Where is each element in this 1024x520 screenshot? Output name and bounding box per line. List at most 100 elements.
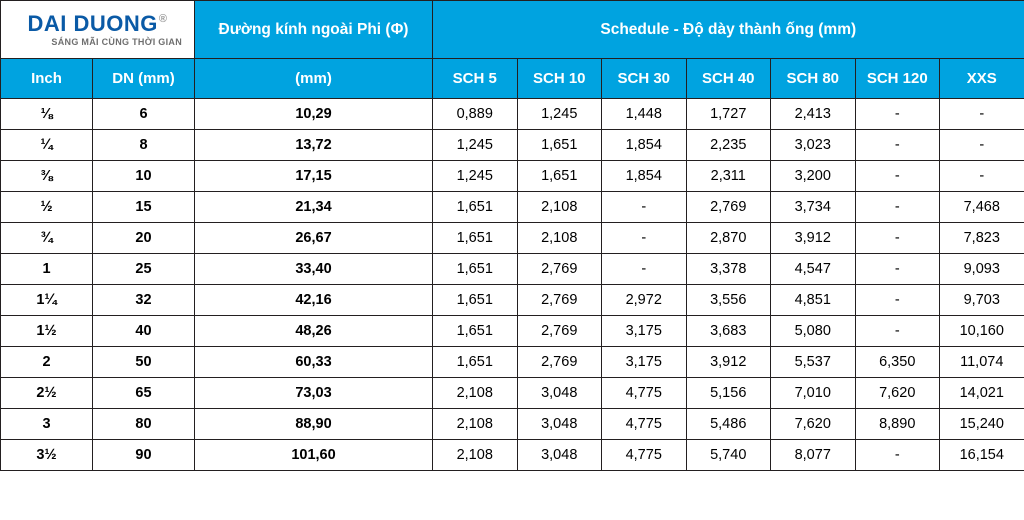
cell-xxs: -	[940, 130, 1024, 161]
cell-inch: 2	[1, 347, 93, 378]
cell-dn: 80	[93, 409, 195, 440]
cell-sch120: 7,620	[855, 378, 940, 409]
cell-sch120: -	[855, 161, 940, 192]
cell-sch120: -	[855, 285, 940, 316]
cell-dn: 32	[93, 285, 195, 316]
cell-dn: 40	[93, 316, 195, 347]
cell-sch40: 2,235	[686, 130, 771, 161]
cell-dn: 20	[93, 223, 195, 254]
cell-inch: ⅜	[1, 161, 93, 192]
cell-xxs: 11,074	[940, 347, 1024, 378]
brand-tagline: SÁNG MÃI CÙNG THỜI GIAN	[5, 37, 190, 47]
cell-dn: 65	[93, 378, 195, 409]
cell-sch30: -	[602, 254, 687, 285]
cell-sch80: 3,200	[771, 161, 856, 192]
cell-sch10: 1,651	[517, 130, 602, 161]
cell-sch120: -	[855, 254, 940, 285]
col-inch: Inch	[1, 59, 93, 99]
cell-sch80: 4,547	[771, 254, 856, 285]
cell-sch10: 2,108	[517, 192, 602, 223]
cell-phi: 88,90	[195, 409, 433, 440]
cell-dn: 25	[93, 254, 195, 285]
brand-registered-icon: ®	[159, 13, 168, 25]
table-row: 3½90101,602,1083,0484,7755,7408,077-16,1…	[1, 440, 1024, 471]
cell-sch120: 8,890	[855, 409, 940, 440]
cell-inch: 1¼	[1, 285, 93, 316]
cell-sch40: 1,727	[686, 99, 771, 130]
cell-inch: 1½	[1, 316, 93, 347]
cell-dn: 90	[93, 440, 195, 471]
cell-sch40: 2,311	[686, 161, 771, 192]
cell-sch120: -	[855, 223, 940, 254]
cell-sch120: -	[855, 316, 940, 347]
cell-sch80: 5,080	[771, 316, 856, 347]
cell-sch80: 3,912	[771, 223, 856, 254]
col-phi: (mm)	[195, 59, 433, 99]
cell-phi: 17,15	[195, 161, 433, 192]
cell-sch10: 2,769	[517, 347, 602, 378]
cell-sch30: 4,775	[602, 409, 687, 440]
cell-sch40: 3,912	[686, 347, 771, 378]
cell-phi: 42,16	[195, 285, 433, 316]
cell-xxs: -	[940, 161, 1024, 192]
cell-sch30: 4,775	[602, 440, 687, 471]
cell-sch5: 1,651	[433, 285, 518, 316]
cell-inch: 2½	[1, 378, 93, 409]
header-group-phi: Đường kính ngoài Phi (Φ)	[195, 1, 433, 59]
table-row: ⅛610,290,8891,2451,4481,7272,413--	[1, 99, 1024, 130]
cell-sch10: 3,048	[517, 440, 602, 471]
cell-sch40: 3,683	[686, 316, 771, 347]
cell-phi: 26,67	[195, 223, 433, 254]
table-body: ⅛610,290,8891,2451,4481,7272,413--¼813,7…	[1, 99, 1024, 471]
cell-sch120: 6,350	[855, 347, 940, 378]
cell-sch30: 1,448	[602, 99, 687, 130]
cell-sch30: -	[602, 192, 687, 223]
col-sch120: SCH 120	[855, 59, 940, 99]
cell-sch5: 1,651	[433, 347, 518, 378]
table-row: 38088,902,1083,0484,7755,4867,6208,89015…	[1, 409, 1024, 440]
cell-xxs: 14,021	[940, 378, 1024, 409]
cell-dn: 15	[93, 192, 195, 223]
cell-sch30: 1,854	[602, 130, 687, 161]
cell-sch5: 2,108	[433, 440, 518, 471]
table-row: 2½6573,032,1083,0484,7755,1567,0107,6201…	[1, 378, 1024, 409]
col-xxs: XXS	[940, 59, 1024, 99]
cell-inch: ½	[1, 192, 93, 223]
table-row: 25060,331,6512,7693,1753,9125,5376,35011…	[1, 347, 1024, 378]
cell-phi: 33,40	[195, 254, 433, 285]
cell-sch120: -	[855, 130, 940, 161]
cell-sch30: 3,175	[602, 316, 687, 347]
cell-phi: 48,26	[195, 316, 433, 347]
cell-sch5: 0,889	[433, 99, 518, 130]
cell-sch40: 5,486	[686, 409, 771, 440]
cell-phi: 60,33	[195, 347, 433, 378]
table-row: 12533,401,6512,769-3,3784,547-9,093	[1, 254, 1024, 285]
cell-xxs: 15,240	[940, 409, 1024, 440]
cell-sch5: 1,651	[433, 192, 518, 223]
cell-sch5: 1,651	[433, 223, 518, 254]
cell-sch80: 3,734	[771, 192, 856, 223]
cell-sch120: -	[855, 440, 940, 471]
cell-sch10: 2,769	[517, 254, 602, 285]
brand-name: DAI DUONG®	[5, 13, 190, 35]
cell-sch10: 1,651	[517, 161, 602, 192]
cell-inch: ⅛	[1, 99, 93, 130]
cell-sch10: 3,048	[517, 409, 602, 440]
table-row: 1¼3242,161,6512,7692,9723,5564,851-9,703	[1, 285, 1024, 316]
cell-sch80: 7,010	[771, 378, 856, 409]
brand-name-text: DAI DUONG	[28, 11, 158, 36]
cell-sch40: 2,870	[686, 223, 771, 254]
cell-sch10: 2,769	[517, 285, 602, 316]
cell-sch5: 1,651	[433, 254, 518, 285]
cell-xxs: 7,823	[940, 223, 1024, 254]
cell-xxs: 10,160	[940, 316, 1024, 347]
cell-sch10: 2,108	[517, 223, 602, 254]
cell-phi: 101,60	[195, 440, 433, 471]
cell-sch40: 3,378	[686, 254, 771, 285]
cell-phi: 21,34	[195, 192, 433, 223]
cell-sch80: 4,851	[771, 285, 856, 316]
cell-sch80: 5,537	[771, 347, 856, 378]
table-row: ¼813,721,2451,6511,8542,2353,023--	[1, 130, 1024, 161]
cell-sch40: 5,740	[686, 440, 771, 471]
cell-inch: 3½	[1, 440, 93, 471]
